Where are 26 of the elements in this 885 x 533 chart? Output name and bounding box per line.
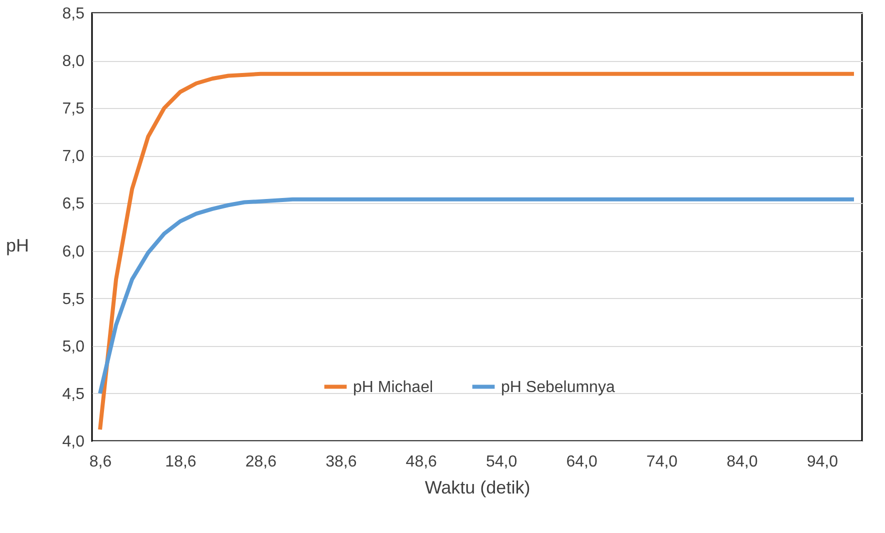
x-tick-label: 28,6 [245, 454, 277, 470]
y-axis-title: pH [6, 236, 30, 256]
legend-label: pH Sebelumnya [501, 378, 615, 396]
y-tick-label: 7,5 [62, 100, 85, 118]
y-tick-label: 8,5 [62, 6, 85, 22]
y-tick-label: 7,0 [62, 148, 85, 166]
x-tick-label: 84,0 [726, 454, 758, 470]
line-series [98, 197, 856, 396]
x-tick-label: 38,6 [326, 454, 357, 470]
y-tick-label: 5,5 [62, 290, 85, 308]
x-tick-label: 64,0 [566, 454, 598, 470]
legend-label: pH Michael [353, 378, 434, 396]
y-tick-label: 6,0 [62, 243, 85, 260]
x-tick-label: 48,6 [406, 454, 438, 470]
x-tick-label: 74,0 [646, 454, 678, 470]
y-tick-label: 8,0 [62, 53, 85, 70]
y-tick-label: 4,5 [62, 386, 85, 403]
x-tick-label: 94,0 [806, 454, 838, 470]
x-axis-title: Waktu (detik) [424, 478, 530, 498]
x-tick-label: 8,6 [89, 454, 112, 470]
line-series [98, 72, 856, 432]
x-tick-label: 54,0 [486, 454, 518, 470]
y-tick-label: 6,5 [62, 196, 85, 213]
y-tick-label: 4,0 [62, 434, 85, 450]
y-tick-label: 5,0 [62, 338, 85, 356]
x-tick-label: 18,6 [165, 454, 196, 470]
